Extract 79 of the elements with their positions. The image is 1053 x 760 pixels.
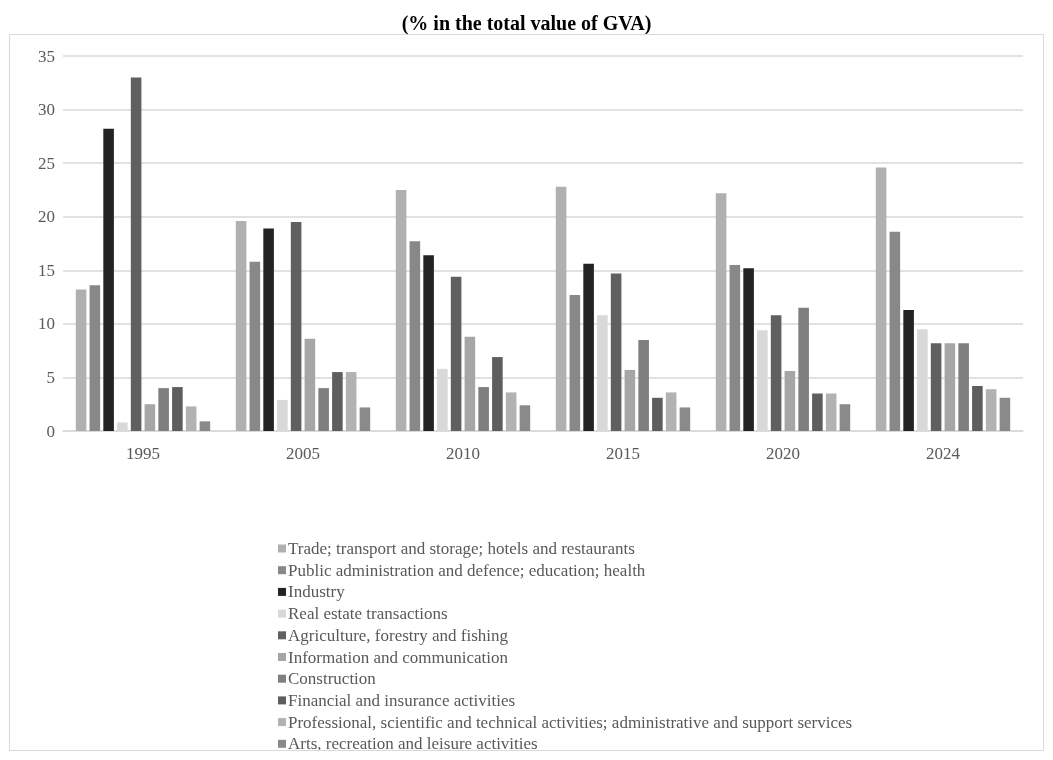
legend-label: Construction [288,669,377,689]
x-tick-label: 2020 [766,444,800,463]
legend-label: Trade; transport and storage; hotels and restaurants [288,539,635,558]
bar [903,309,914,431]
bar [972,386,983,431]
y-tick-label: 10 [38,314,55,334]
y-tick-label: 20 [38,207,55,227]
bar [624,369,636,431]
bar [958,343,969,431]
x-tick-label: 2024 [926,444,961,463]
bar [944,343,956,431]
bar [464,336,476,431]
bar [505,392,517,431]
y-tick-label: 35 [38,46,55,66]
bar [729,264,741,431]
bar [665,392,677,431]
bar [999,397,1011,431]
bar [89,285,101,431]
y-tick-label: 15 [38,260,55,280]
bar [784,371,796,431]
bar [332,372,343,431]
bar [798,307,809,431]
bar [812,393,823,431]
legend-label: Public administration and defence; education; health [288,560,646,580]
legend-label: Professional, scientific and technical activities; administrative and support services [288,712,853,732]
bar [263,228,274,431]
bar [652,397,663,431]
bar [130,77,142,431]
bar [555,186,567,431]
bar [144,404,156,431]
legend-label: Financial and insurance activities [288,690,516,710]
bar [569,294,581,431]
bar [158,388,169,431]
bar [889,231,901,431]
bar [839,404,851,431]
y-tick-label: 25 [38,153,55,173]
bar [930,343,942,431]
bar [199,421,211,431]
bar [715,193,727,431]
legend-label: Agriculture, forestry and fishing [288,625,509,645]
x-tick-label: 2005 [286,444,320,463]
x-tick-label: 1995 [126,444,160,463]
bar [679,407,691,431]
bar [318,388,329,431]
legend-label: Arts, recreation and leisure activities [288,734,538,754]
legend-label: Information and communication [288,647,509,667]
x-tick-label: 2015 [606,444,640,463]
bar [875,167,887,431]
bar [743,268,754,431]
bar [395,189,407,431]
y-tick-label: 5 [46,367,55,387]
chart-title: (% in the total value of GVA) [401,12,652,35]
bar [359,407,371,431]
bar [172,387,183,431]
bar [304,338,316,431]
bar [492,357,503,431]
y-tick-label: 0 [46,421,55,441]
bar [423,255,434,431]
bar [583,263,594,431]
y-tick-label: 30 [38,100,55,120]
bar [249,261,261,431]
bar [638,339,649,431]
bar [75,289,87,431]
legend-label: Real estate transactions [288,604,448,624]
bar [409,241,421,431]
bar [519,405,531,431]
bar [185,406,197,431]
bar [345,372,357,431]
bar [235,221,247,431]
bar [985,389,997,431]
legend-label: Industry [288,582,346,602]
bar [610,273,622,431]
bar [450,276,462,431]
bar [478,387,489,431]
bar [770,315,782,431]
x-tick-label: 2010 [446,444,480,463]
bar [103,128,114,431]
bar [825,393,837,431]
bar [290,222,302,431]
